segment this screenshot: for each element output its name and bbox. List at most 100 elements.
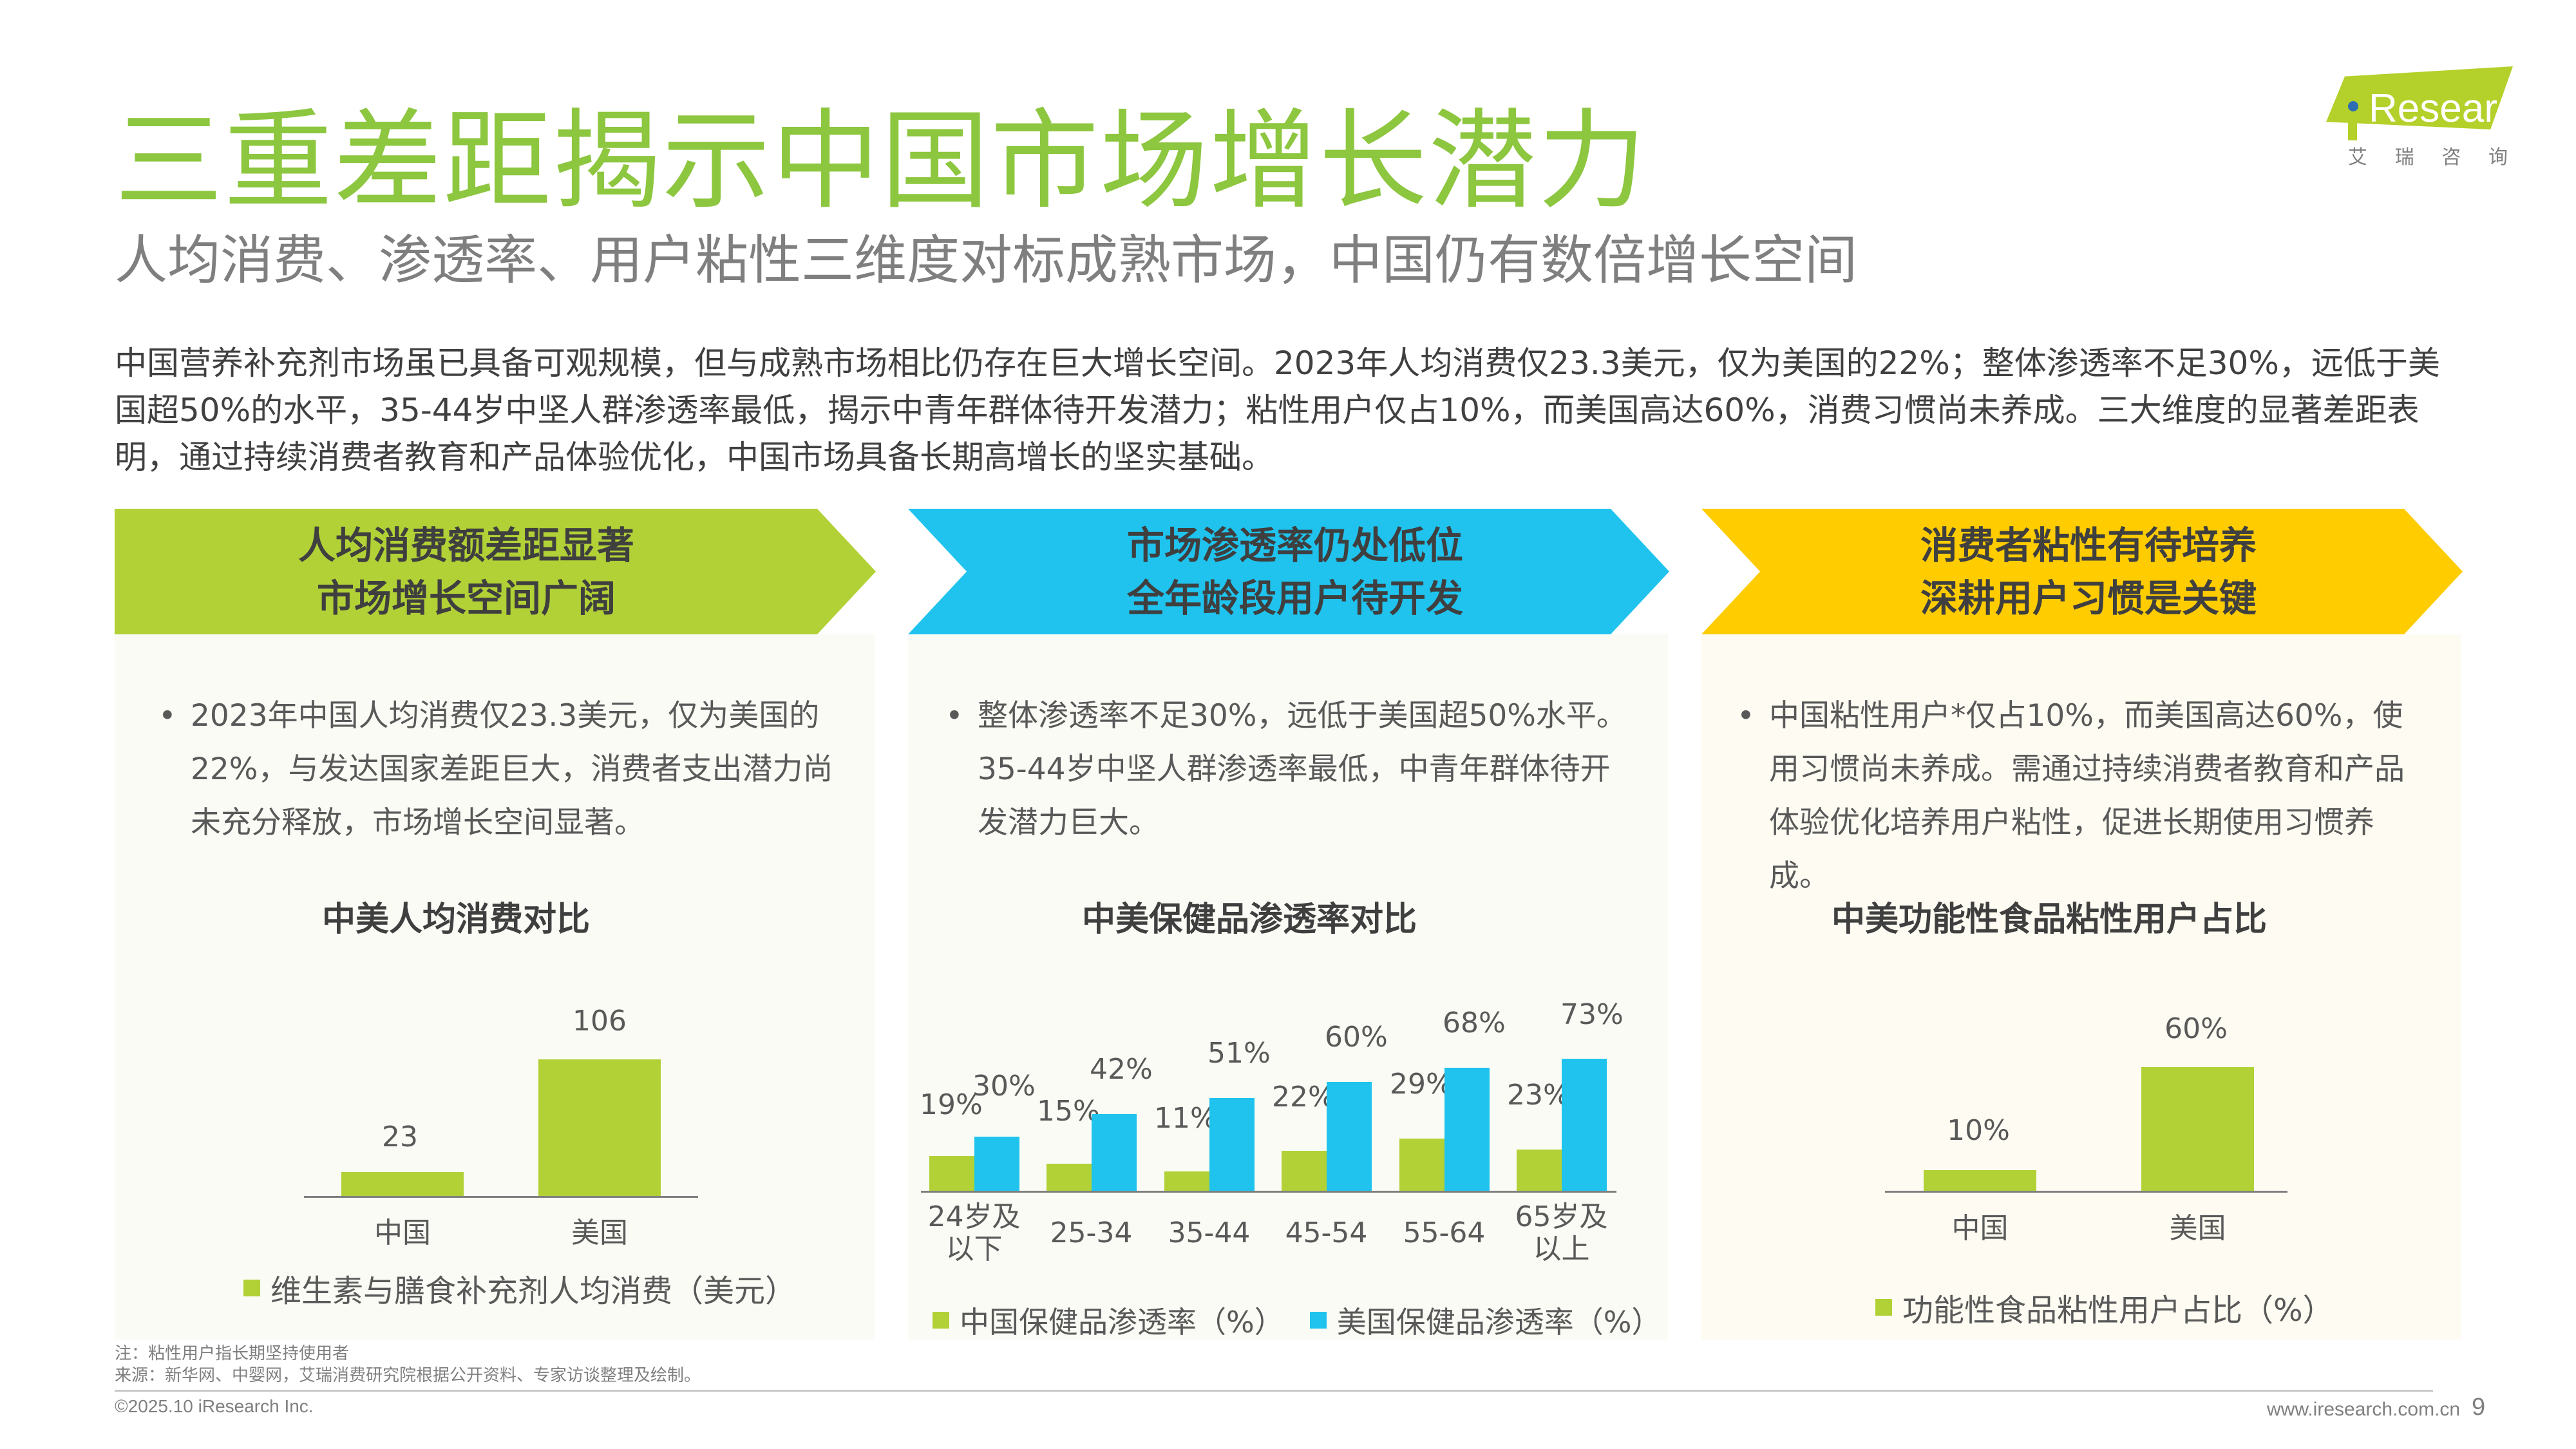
iresearch-logo: Research 艾 瑞 咨 询 bbox=[2299, 61, 2539, 171]
bar-usa-age bbox=[1209, 1098, 1255, 1191]
logo-i-stem bbox=[2348, 115, 2357, 140]
bar-china-age bbox=[1399, 1139, 1444, 1191]
bar-value-label-china: 29% bbox=[1390, 1068, 1453, 1101]
x-axis-category: 45-54 bbox=[1285, 1217, 1368, 1249]
x-axis-category: 35-44 bbox=[1168, 1217, 1251, 1249]
bar-value-label: 10% bbox=[1947, 1114, 2010, 1147]
logo-band-shape bbox=[2326, 66, 2513, 129]
bar-usa-age bbox=[1327, 1082, 1372, 1191]
bar-china-age bbox=[1046, 1164, 1092, 1191]
bar-china-age bbox=[1164, 1171, 1209, 1191]
bar-china bbox=[1924, 1170, 2036, 1191]
logo-char: 咨 bbox=[2441, 146, 2461, 169]
legend-swatch-green bbox=[243, 1280, 260, 1296]
bar-value-label-china: 23% bbox=[1507, 1079, 1570, 1112]
category-line: 24岁及 bbox=[927, 1200, 1021, 1233]
bar-value-label-usa: 73% bbox=[1560, 998, 1624, 1031]
category-line: 以下 bbox=[945, 1233, 1003, 1265]
bar-usa-age bbox=[1562, 1059, 1607, 1191]
section-header-line: 全年龄段用户待开发 bbox=[1126, 576, 1463, 620]
bar-value-label-china: 22% bbox=[1272, 1081, 1335, 1113]
logo-chinese-name: 艾 瑞 咨 询 bbox=[2348, 141, 2508, 169]
x-axis-category: 25-34 bbox=[1050, 1217, 1133, 1249]
legend-label: 中国保健品渗透率（%） bbox=[960, 1305, 1284, 1340]
x-axis-category: 美国 bbox=[2169, 1212, 2226, 1245]
panel-penetration: • 整体渗透率不足30%，远低于美国超50%水平。35-44岁中坚人群渗透率最低… bbox=[908, 634, 1668, 1340]
intro-paragraph: 中国营养补充剂市场虽已具备可观规模，但与成熟市场相比仍存在巨大增长空间。2023… bbox=[115, 345, 2440, 476]
copyright: ©2025.10 iResearch Inc. bbox=[115, 1396, 314, 1416]
category-line: 65岁及 bbox=[1515, 1200, 1608, 1233]
bullet-dot-icon: • bbox=[158, 698, 176, 734]
bar-china-age bbox=[929, 1156, 974, 1191]
bullet-item: • 整体渗透率不足30%，远低于美国超50%水平。35-44岁中坚人群渗透率最低… bbox=[945, 689, 1634, 849]
bullet-item: • 2023年中国人均消费仅23.3美元，仅为美国的22%，与发达国家差距巨大，… bbox=[158, 689, 848, 849]
x-axis-category: 65岁及 以上 bbox=[1508, 1201, 1615, 1265]
section-header-line: 市场渗透率仍处低位 bbox=[1126, 523, 1463, 567]
chart-legend: 维生素与膳食补充剂人均消费（美元） bbox=[243, 1265, 796, 1311]
website-link[interactable]: www.iresearch.com.cn bbox=[2267, 1399, 2461, 1420]
logo-char: 询 bbox=[2488, 146, 2508, 169]
bullet-dot-icon: • bbox=[1737, 698, 1755, 734]
category-line: 以上 bbox=[1533, 1233, 1590, 1265]
bar-value-label-china: 15% bbox=[1037, 1095, 1100, 1128]
footnote-note: 注：粘性用户指长期坚持使用者 bbox=[115, 1344, 350, 1363]
logo-char: 瑞 bbox=[2394, 146, 2414, 169]
section-header-line: 消费者粘性有待培养 bbox=[1920, 523, 2257, 567]
section-header-consumption: 人均消费额差距显著 市场增长空间广阔 bbox=[115, 509, 876, 634]
bar-usa-age bbox=[1444, 1068, 1490, 1191]
bar-usa bbox=[538, 1059, 661, 1197]
legend-label: 美国保健品渗透率（%） bbox=[1336, 1305, 1662, 1340]
page-subtitle: 人均消费、渗透率、用户粘性三维度对标成熟市场，中国仍有数倍增长空间 bbox=[115, 230, 1858, 291]
x-axis-line bbox=[921, 1191, 1616, 1193]
panel-consumption: • 2023年中国人均消费仅23.3美元，仅为美国的22%，与发达国家差距巨大，… bbox=[115, 634, 875, 1340]
chart-title: 中美保健品渗透率对比 bbox=[1081, 900, 1417, 939]
chart-legend: 中国保健品渗透率（%） 美国保健品渗透率（%） bbox=[933, 1299, 1687, 1341]
bar-usa-age bbox=[1092, 1114, 1137, 1191]
bar-value-label-china: 11% bbox=[1154, 1102, 1217, 1135]
legend-label: 功能性食品粘性用户占比（%） bbox=[1902, 1293, 2334, 1329]
page-number: 9 bbox=[2472, 1394, 2486, 1421]
legend-item-usa: 美国保健品渗透率（%） bbox=[1309, 1299, 1662, 1341]
logo-dot-icon bbox=[2348, 101, 2358, 111]
bullet-dot-icon: • bbox=[945, 698, 963, 734]
bullet-item: • 中国粘性用户*仅占10%，而美国高达60%，使用习惯尚未养成。需通过持续消费… bbox=[1737, 689, 2426, 903]
logo-char: 艾 bbox=[2348, 146, 2367, 169]
logo-wordmark: Research bbox=[2369, 86, 2540, 131]
chart-title: 中美人均消费对比 bbox=[321, 900, 590, 939]
x-axis-line bbox=[304, 1196, 698, 1198]
legend-swatch-blue bbox=[1309, 1312, 1327, 1329]
legend-swatch-green bbox=[933, 1312, 949, 1329]
bullet-text: 中国粘性用户*仅占10%，而美国高达60%，使用习惯尚未养成。需通过持续消费者教… bbox=[1769, 698, 2405, 894]
bar-usa-age bbox=[974, 1137, 1019, 1191]
bar-china bbox=[341, 1172, 464, 1197]
bar-value-label-usa: 51% bbox=[1208, 1037, 1271, 1070]
section-header-line: 市场增长空间广阔 bbox=[316, 576, 616, 620]
x-axis-line bbox=[1885, 1191, 2287, 1193]
bar-value-label-usa: 68% bbox=[1443, 1007, 1506, 1039]
x-axis-category: 中国 bbox=[1951, 1212, 2009, 1245]
bar-value-label-china: 19% bbox=[920, 1088, 983, 1121]
bar-value-label: 23 bbox=[382, 1121, 418, 1153]
legend-item-china: 中国保健品渗透率（%） bbox=[933, 1299, 1284, 1341]
section-header-line: 深耕用户习惯是关键 bbox=[1920, 576, 2257, 620]
bar-value-label: 106 bbox=[573, 1005, 627, 1037]
bar-value-label: 60% bbox=[2164, 1012, 2228, 1045]
footnote-source: 来源：新华网、中婴网，艾瑞消费研究院根据公开资料、专家访谈整理及绘制。 bbox=[115, 1366, 701, 1385]
legend-swatch-green bbox=[1875, 1299, 1892, 1316]
x-axis-category: 55-64 bbox=[1403, 1217, 1486, 1249]
section-header-line: 人均消费额差距显著 bbox=[298, 523, 634, 567]
chart-legend: 功能性食品粘性用户占比（%） bbox=[1875, 1285, 2334, 1330]
bar-value-label-usa: 30% bbox=[972, 1070, 1036, 1103]
page-title: 三重差距揭示中国市场增长潜力 bbox=[115, 98, 1647, 224]
bar-china-age bbox=[1282, 1151, 1327, 1191]
bar-value-label-usa: 60% bbox=[1325, 1021, 1388, 1054]
footer-divider bbox=[115, 1390, 2433, 1392]
chart-title: 中美功能性食品粘性用户占比 bbox=[1831, 900, 2267, 939]
legend-label: 维生素与膳食补充剂人均消费（美元） bbox=[270, 1273, 797, 1309]
section-header-stickiness: 消费者粘性有待培养 深耕用户习惯是关键 bbox=[1701, 509, 2463, 634]
x-axis-category: 中国 bbox=[374, 1217, 431, 1249]
bar-usa bbox=[2141, 1067, 2254, 1191]
bar-china-age bbox=[1517, 1150, 1562, 1191]
x-axis-category: 美国 bbox=[571, 1217, 628, 1249]
section-header-penetration: 市场渗透率仍处低位 全年龄段用户待开发 bbox=[908, 509, 1669, 634]
